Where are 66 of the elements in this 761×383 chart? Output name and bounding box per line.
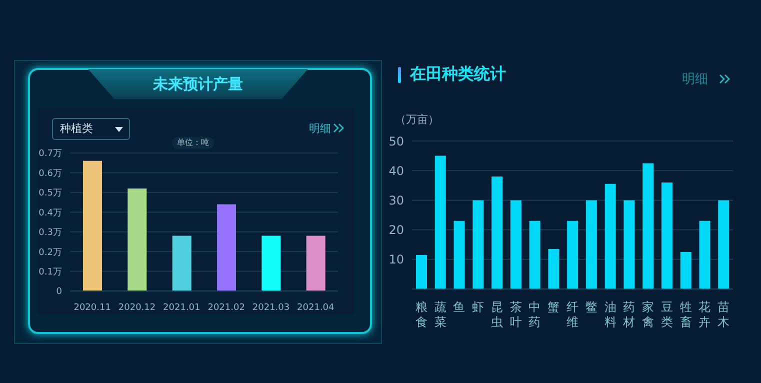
- y-tick-label: 0: [56, 287, 62, 298]
- bar: [172, 236, 192, 291]
- x-tick-label: 2020.11: [74, 303, 111, 313]
- x-tick-label: 鱼: [453, 300, 466, 314]
- bar: [128, 188, 147, 291]
- x-tick-label: 豆类: [660, 300, 673, 329]
- bar: [262, 236, 281, 291]
- bar: [529, 220, 540, 289]
- y-tick-label: 0.6万: [38, 168, 62, 179]
- x-tick-label: 2021.02: [208, 303, 245, 313]
- x-tick-label: 茶叶: [510, 300, 522, 329]
- bar: [217, 204, 236, 291]
- x-tick-label: 2021.01: [163, 303, 200, 313]
- y-tick-label: 0.3万: [38, 228, 62, 238]
- bar: [83, 160, 102, 291]
- chart-title: 未来预计产量: [152, 75, 244, 94]
- bar: [510, 200, 522, 289]
- y-axis-title: （万亩）: [395, 112, 439, 127]
- bar: [642, 163, 654, 289]
- text: 种植类: [60, 121, 93, 136]
- bar: [567, 220, 578, 289]
- x-tick-label: 中药: [528, 300, 541, 329]
- y-tick-label: 0.2万: [38, 248, 62, 258]
- x-tick-label: 蟹: [548, 300, 560, 314]
- x-tick-label: 虾: [472, 300, 484, 314]
- bar: [624, 200, 635, 289]
- x-tick-label: 纤维: [566, 300, 578, 329]
- bar: [434, 156, 446, 289]
- bar: [661, 182, 672, 289]
- x-tick-label: 家禽: [642, 300, 654, 329]
- x-tick-label: 药材: [622, 300, 636, 329]
- bar: [492, 176, 503, 289]
- bar: [306, 236, 326, 291]
- bar: [604, 184, 616, 289]
- text: 明细: [682, 71, 708, 88]
- y-tick-label: 0.7万: [38, 149, 62, 160]
- x-tick-label: 2021.04: [297, 303, 335, 313]
- text: 明细: [309, 121, 331, 136]
- x-tick-label: 2021.03: [252, 303, 290, 313]
- x-tick-label: 粮食: [415, 300, 428, 329]
- x-tick-label: 苗木: [718, 300, 730, 329]
- y-tick-label: 10: [388, 252, 404, 267]
- y-tick-label: 20: [388, 223, 404, 238]
- y-tick-label: 50: [388, 134, 404, 148]
- y-tick-label: 0.1万: [38, 267, 62, 278]
- bar: [472, 200, 484, 289]
- x-tick-label: 鳖: [585, 300, 598, 314]
- x-tick-label: 蔬菜: [434, 300, 446, 329]
- y-tick-label: 0.4万: [38, 208, 62, 218]
- bar: [718, 200, 730, 289]
- text: 单位：吨: [172, 137, 214, 149]
- x-tick-label: 牲畜: [680, 300, 692, 329]
- x-tick-label: 2020.12: [118, 303, 156, 313]
- bar: [416, 254, 427, 289]
- x-tick-label: 油料: [604, 300, 616, 329]
- bar: [586, 200, 597, 289]
- bar: [680, 252, 692, 289]
- y-tick-label: 30: [388, 193, 404, 208]
- bar: [454, 220, 465, 289]
- x-tick-label: 花卉: [698, 300, 711, 329]
- y-tick-label: 0.5万: [38, 188, 62, 199]
- x-tick-label: 昆虫: [490, 300, 503, 329]
- chart-title: 在田种类统计: [410, 64, 506, 85]
- y-tick-label: 40: [388, 164, 404, 178]
- bar: [548, 249, 560, 289]
- bar: [699, 220, 710, 289]
